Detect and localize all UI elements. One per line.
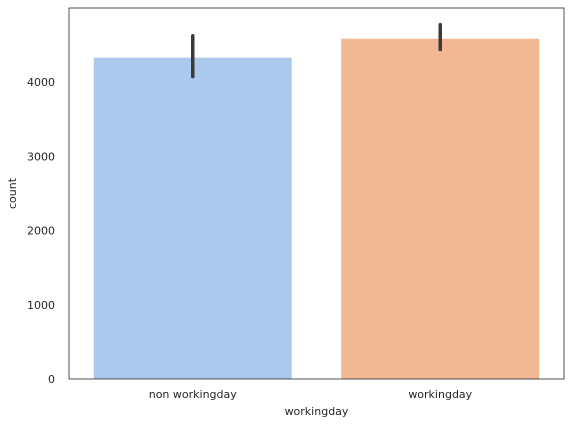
x-tick-labels: non workingday workingday [149, 388, 473, 401]
error-bars-group [191, 22, 442, 79]
bar-workingday [341, 38, 540, 379]
y-tick-label-1000: 1000 [27, 299, 55, 312]
bar-non-workingday [93, 57, 292, 380]
y-tick-label-3000: 3000 [27, 150, 55, 163]
x-axis-label: workingday [285, 405, 349, 418]
y-tick-label-4000: 4000 [27, 76, 55, 89]
y-tick-label-0: 0 [48, 373, 55, 386]
x-tick-label-non-workingday: non workingday [149, 388, 238, 401]
bars-group [93, 38, 540, 380]
y-axis-label: count [6, 177, 19, 209]
x-tick-label-workingday: workingday [408, 388, 472, 401]
y-tick-labels: 0 1000 2000 3000 4000 [27, 76, 55, 386]
y-tick-label-2000: 2000 [27, 225, 55, 238]
plot-frame [68, 7, 565, 380]
